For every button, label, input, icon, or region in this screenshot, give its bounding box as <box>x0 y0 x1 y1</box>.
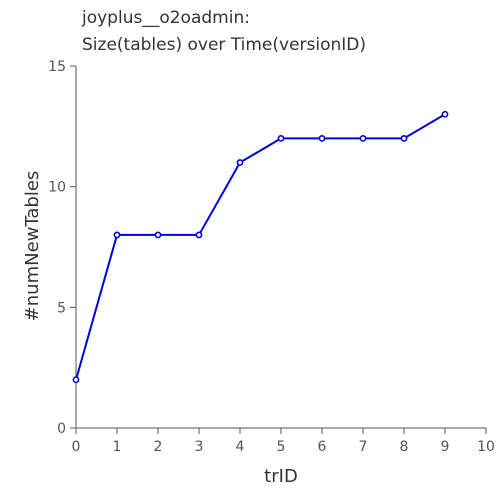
data-point <box>236 159 244 166</box>
chart-subtitle: Size(tables) over Time(versionID) <box>82 35 366 55</box>
axes <box>75 66 486 429</box>
y-axis-ticks: 0 5 10 15 <box>48 59 76 437</box>
x-tick-label: 0 <box>72 439 81 455</box>
x-tick-label: 1 <box>113 439 122 455</box>
x-tick-label: 5 <box>277 439 286 455</box>
y-tick-label: 5 <box>57 300 66 316</box>
x-tick-label: 10 <box>477 439 495 455</box>
data-point <box>72 376 80 384</box>
data-point <box>113 231 121 239</box>
x-tick-label: 9 <box>441 439 450 455</box>
x-tick-label: 3 <box>195 439 204 455</box>
x-tick-label: 2 <box>154 439 163 455</box>
x-axis-label: trID <box>264 466 298 487</box>
y-tick-label: 10 <box>48 180 66 196</box>
data-point <box>359 134 367 142</box>
data-point <box>277 134 285 142</box>
data-point <box>318 134 326 142</box>
series-line <box>75 113 446 381</box>
chart-title: joyplus__o2oadmin: <box>81 8 250 28</box>
data-point <box>441 110 449 118</box>
y-tick-label: 15 <box>48 59 66 75</box>
data-point <box>154 231 162 239</box>
x-tick-label: 7 <box>359 439 368 455</box>
x-tick-label: 6 <box>318 439 327 455</box>
y-tick-label: 0 <box>57 421 66 437</box>
plot-series <box>72 110 449 384</box>
y-axis-label: #numNewTables <box>22 171 43 322</box>
x-tick-label: 8 <box>400 439 409 455</box>
x-axis-ticks: 0 1 2 3 4 5 6 7 8 9 10 <box>72 428 495 455</box>
data-point <box>195 231 203 239</box>
x-tick-label: 4 <box>236 439 245 455</box>
data-point <box>400 134 408 142</box>
